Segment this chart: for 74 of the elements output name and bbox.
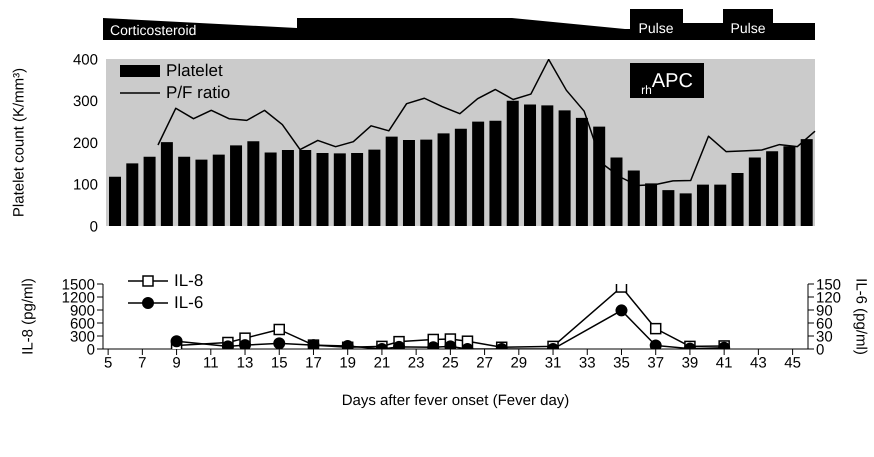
bar: [178, 156, 190, 226]
bar: [109, 176, 121, 226]
x-tick-label: 39: [682, 354, 698, 372]
x-tick-label: 31: [544, 354, 562, 372]
bar: [402, 140, 415, 226]
bar: [126, 163, 138, 226]
x-tick-label: 43: [750, 354, 767, 372]
y2-axis-title: IL-6 (pg/ml): [852, 278, 870, 355]
bar: [230, 145, 242, 226]
point: [274, 324, 285, 336]
x-tick-label: 23: [408, 354, 424, 372]
y-tick-label: 0: [90, 218, 98, 236]
x-tick-label: 5: [104, 354, 112, 372]
x-tick-label: 9: [172, 354, 181, 372]
annotation: $_{rh}$APC: [641, 70, 693, 97]
bar: [454, 128, 467, 226]
bar: [247, 141, 260, 226]
legend-label: IL-8: [174, 270, 204, 292]
point: [616, 284, 628, 293]
y-tick-label: 300: [72, 93, 98, 110]
y-tick-label: 100: [72, 176, 98, 194]
x-tick-label: 33: [578, 354, 596, 372]
y-tick-label: 200: [72, 134, 98, 152]
bar: [662, 190, 674, 226]
x-tick-label: 15: [270, 354, 288, 372]
bar: [420, 140, 432, 226]
bar: [282, 150, 294, 226]
bar: [212, 154, 225, 226]
bar: [368, 150, 380, 226]
x-tick-label: 13: [236, 354, 254, 372]
x-tick-label: 45: [784, 354, 801, 372]
bar: [386, 136, 398, 226]
point: [239, 339, 252, 349]
bar: [316, 152, 329, 226]
bar: [766, 151, 778, 226]
bar: [334, 153, 346, 226]
bar: [714, 184, 726, 226]
x-tick-label: 29: [510, 354, 528, 372]
bar: [558, 110, 571, 226]
x-tick-label: 25: [442, 354, 459, 372]
x-axis-title: Days after fever onset (Fever day): [342, 392, 570, 409]
y-axis-title: Platelet count (K/mm³): [10, 68, 28, 218]
bar: [144, 156, 156, 226]
y-axis-title: IL-8 (pg/ml): [19, 278, 36, 355]
point: [615, 304, 628, 316]
legend-label: P/F ratio: [166, 82, 230, 104]
x-tick-label: 35: [613, 354, 630, 372]
x-tick-label: 41: [716, 354, 732, 372]
x-tick-label: 27: [476, 354, 493, 372]
x-tick-label: 19: [339, 354, 356, 372]
x-tick-label: 7: [138, 354, 147, 372]
legend-label: IL-6: [174, 292, 204, 314]
y-tick-label: 400: [72, 51, 98, 68]
bar: [732, 172, 744, 226]
text: Pulse: [730, 20, 766, 36]
bar: [438, 133, 450, 226]
text: Pulse: [638, 20, 674, 36]
bar: [264, 152, 277, 226]
bar: [680, 193, 692, 226]
bar: [524, 104, 536, 226]
x-tick-label: 11: [203, 354, 219, 372]
point: [650, 322, 662, 334]
bar: [351, 152, 364, 226]
bar: [472, 122, 484, 226]
bar: [195, 160, 208, 226]
bar: [541, 105, 554, 226]
bar: [489, 120, 502, 226]
legend-label: Platelet: [166, 60, 223, 82]
bar: [748, 158, 761, 226]
text: Corticosteroid: [110, 22, 196, 38]
bar: [696, 184, 709, 226]
x-tick-label: 21: [374, 354, 390, 372]
x-tick-label: 17: [305, 354, 322, 372]
x-tick-label: 37: [647, 354, 664, 372]
